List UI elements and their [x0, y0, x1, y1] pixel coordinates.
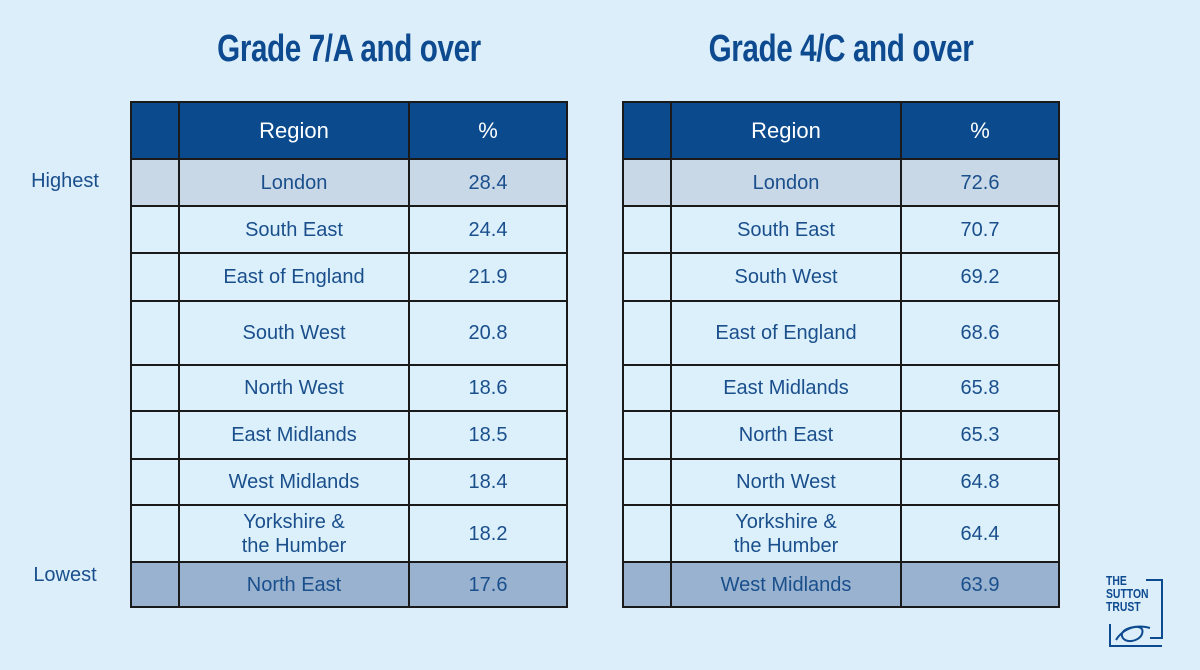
lowest-label: Lowest [33, 564, 97, 586]
region-cell: North East [670, 410, 902, 460]
percent-cell: 18.6 [408, 364, 568, 412]
region-cell: South East [670, 205, 902, 254]
table-row: South East 24.4 [130, 205, 568, 254]
table-row: Yorkshire & the Humber 64.4 [622, 504, 1060, 563]
table-row: East of England 68.6 [622, 300, 1060, 366]
region-cell: Yorkshire & the Humber [178, 504, 410, 563]
percent-cell: 65.3 [900, 410, 1060, 460]
table-row: East Midlands 65.8 [622, 364, 1060, 412]
rank-marker-cell [622, 158, 672, 207]
percent-cell: 63.9 [900, 561, 1060, 608]
rank-marker-cell [622, 458, 672, 506]
header-row: Region % [622, 101, 1060, 160]
percent-cell: 70.7 [900, 205, 1060, 254]
rank-marker-cell [130, 364, 180, 412]
table-row: West Midlands 63.9 [622, 561, 1060, 608]
left-table-title: Grade 7/A and over [217, 28, 481, 70]
table-row: South West 69.2 [622, 252, 1060, 302]
header-percent: % [408, 101, 568, 160]
region-cell: North East [178, 561, 410, 608]
rank-marker-cell [130, 410, 180, 460]
header-blank-cell [622, 101, 672, 160]
table-row: South East 70.7 [622, 205, 1060, 254]
region-cell: East of England [178, 252, 410, 302]
logo-text: THE SUTTON TRUST [1106, 573, 1149, 614]
percent-cell: 18.2 [408, 504, 568, 563]
percent-cell: 17.6 [408, 561, 568, 608]
rank-marker-cell [130, 158, 180, 207]
sutton-trust-logo: THE SUTTON TRUST [1106, 574, 1166, 650]
percent-cell: 21.9 [408, 252, 568, 302]
percent-cell: 18.4 [408, 458, 568, 506]
grade-7a-table: Region % London 28.4 South East 24.4 East of… [130, 101, 568, 608]
percent-cell: 68.6 [900, 300, 1060, 366]
percent-cell: 65.8 [900, 364, 1060, 412]
rank-marker-cell [130, 561, 180, 608]
header-region: Region [670, 101, 902, 160]
rank-marker-cell [130, 205, 180, 254]
table-row: London 72.6 [622, 158, 1060, 207]
region-cell: South West [670, 252, 902, 302]
table-row: South West 20.8 [130, 300, 568, 366]
region-cell: South West [178, 300, 410, 366]
rank-marker-cell [622, 561, 672, 608]
header-row: Region % [130, 101, 568, 160]
right-table-title: Grade 4/C and over [708, 28, 974, 70]
table-row: North East 65.3 [622, 410, 1060, 460]
table-row: East Midlands 18.5 [130, 410, 568, 460]
rank-marker-cell [130, 252, 180, 302]
table-row: North West 18.6 [130, 364, 568, 412]
percent-cell: 18.5 [408, 410, 568, 460]
region-cell: South East [178, 205, 410, 254]
rank-marker-cell [130, 300, 180, 366]
table-row: North West 64.8 [622, 458, 1060, 506]
table-row: North East 17.6 [130, 561, 568, 608]
region-cell: East Midlands [670, 364, 902, 412]
region-cell: North West [670, 458, 902, 506]
percent-cell: 64.4 [900, 504, 1060, 563]
table-row: London 28.4 [130, 158, 568, 207]
rank-marker-cell [622, 205, 672, 254]
percent-cell: 69.2 [900, 252, 1060, 302]
rank-marker-cell [622, 252, 672, 302]
percent-cell: 72.6 [900, 158, 1060, 207]
region-cell: East of England [670, 300, 902, 366]
percent-cell: 24.4 [408, 205, 568, 254]
header-region: Region [178, 101, 410, 160]
percent-cell: 28.4 [408, 158, 568, 207]
logo-line: TRUST [1106, 599, 1141, 614]
region-cell: London [670, 158, 902, 207]
percent-cell: 64.8 [900, 458, 1060, 506]
rank-marker-cell [622, 364, 672, 412]
rank-marker-cell [130, 458, 180, 506]
region-cell: North West [178, 364, 410, 412]
header-blank-cell [130, 101, 180, 160]
region-cell: West Midlands [670, 561, 902, 608]
grade-4c-table: Region % London 72.6 South East 70.7 South W… [622, 101, 1060, 608]
percent-cell: 20.8 [408, 300, 568, 366]
rank-marker-cell [130, 504, 180, 563]
region-cell: East Midlands [178, 410, 410, 460]
logo-mark-icon [1109, 579, 1163, 647]
table-row: West Midlands 18.4 [130, 458, 568, 506]
region-cell: West Midlands [178, 458, 410, 506]
region-cell: London [178, 158, 410, 207]
logo-line: THE [1106, 573, 1127, 588]
rank-marker-cell [622, 300, 672, 366]
rank-marker-cell [622, 504, 672, 563]
logo-line: SUTTON [1106, 586, 1149, 601]
header-percent: % [900, 101, 1060, 160]
region-cell: Yorkshire & the Humber [670, 504, 902, 563]
table-row: Yorkshire & the Humber 18.2 [130, 504, 568, 563]
table-row: East of England 21.9 [130, 252, 568, 302]
rank-marker-cell [622, 410, 672, 460]
highest-label: Highest [31, 170, 99, 192]
